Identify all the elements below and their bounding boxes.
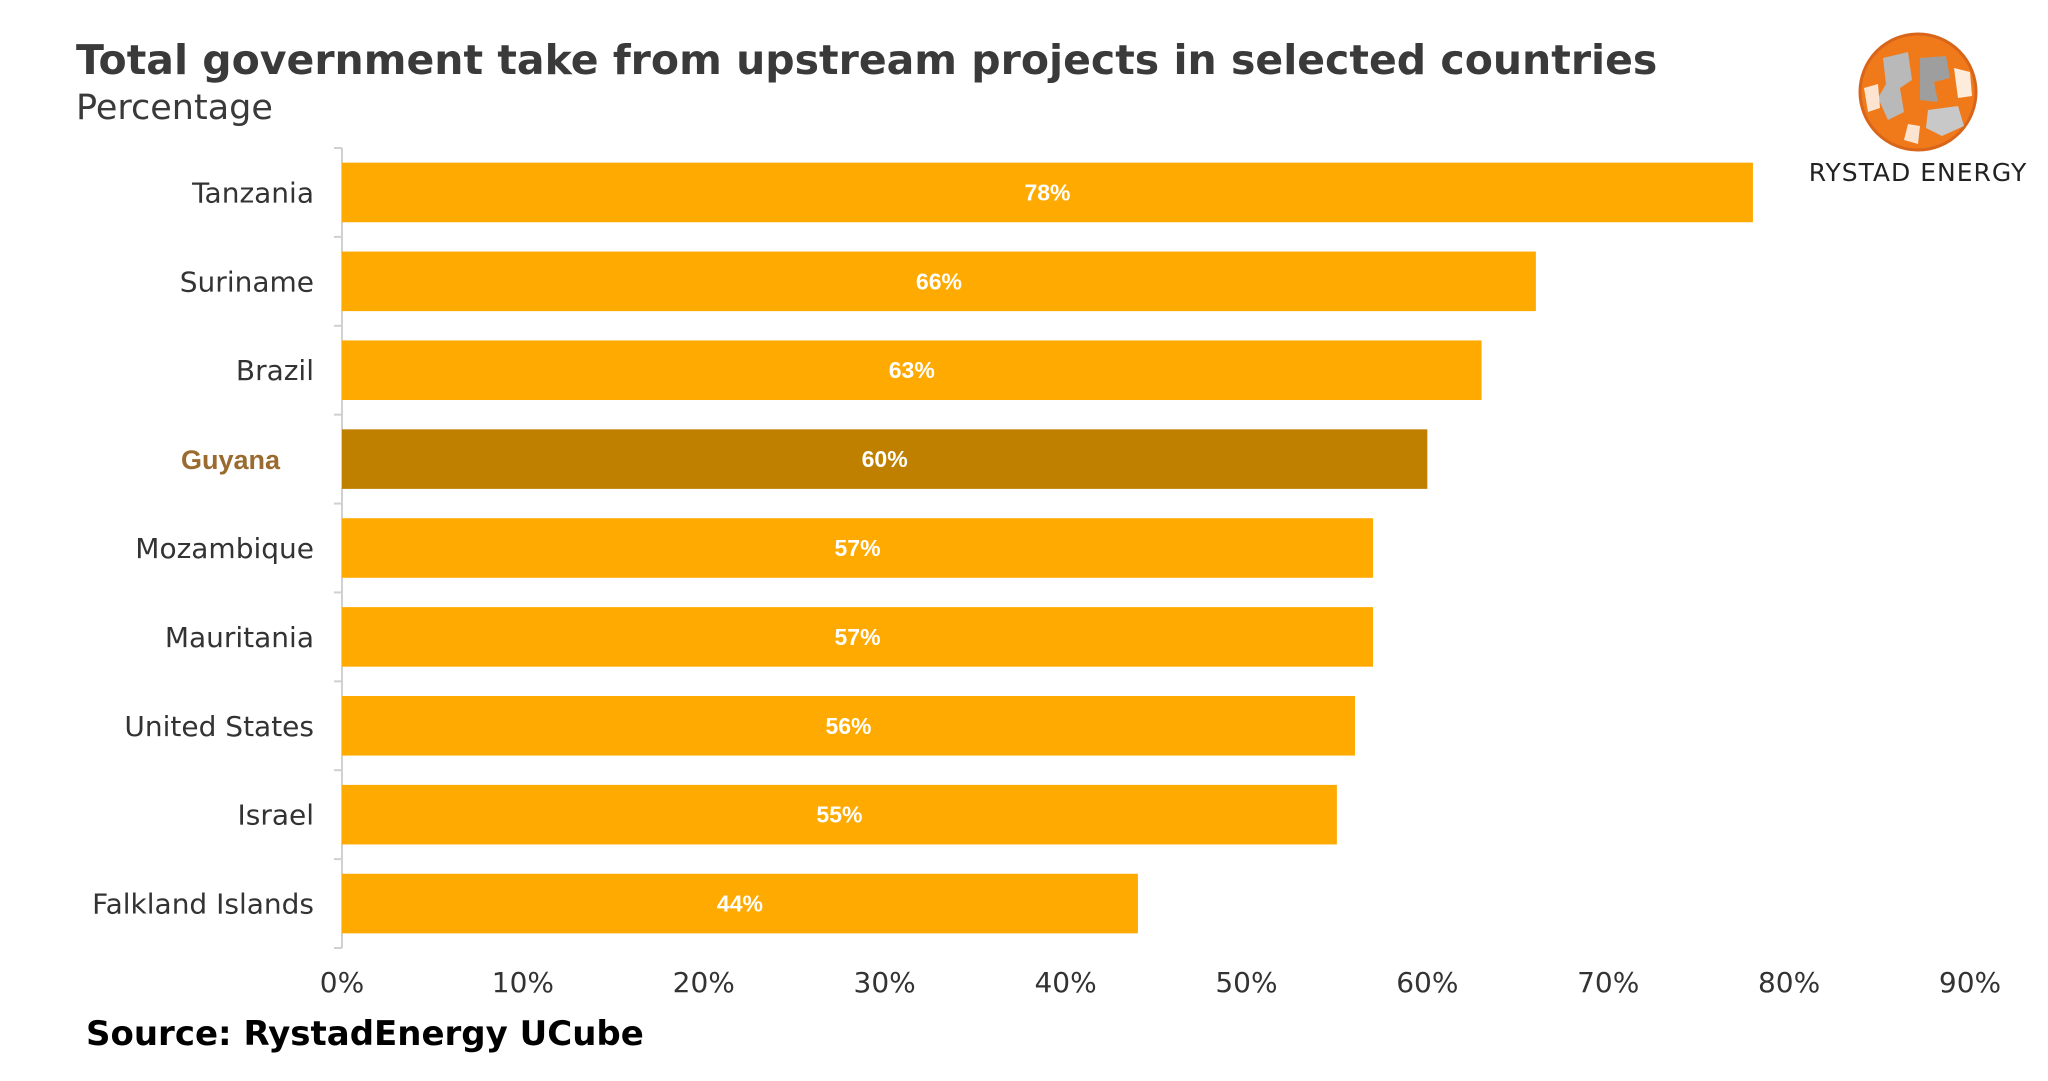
bar-tanzania: [342, 162, 1753, 223]
x-tick-label: 80%: [1758, 966, 1820, 999]
rystad-logo: RYSTAD ENERGY: [1808, 28, 2028, 198]
data-label: 63%: [889, 357, 935, 383]
bar-falkland-islands: [342, 873, 1138, 934]
category-label: Brazil: [236, 354, 314, 387]
category-label: Tanzania: [191, 176, 314, 209]
x-tick-label: 90%: [1939, 966, 2001, 999]
data-label: 57%: [835, 624, 881, 650]
x-tick-label: 0%: [320, 966, 364, 999]
data-label: 44%: [717, 891, 763, 917]
bar-brazil: [342, 340, 1482, 400]
chart-subtitle: Percentage: [76, 88, 273, 128]
x-tick-label: 50%: [1215, 966, 1277, 999]
category-label: Suriname: [180, 265, 314, 298]
data-label: 56%: [825, 713, 871, 739]
logo-text: RYSTAD ENERGY: [1808, 158, 2028, 187]
category-label: Mauritania: [165, 621, 314, 654]
bar-mozambique: [342, 518, 1374, 578]
globe-logo-icon: [1858, 32, 1978, 152]
data-label: 66%: [916, 268, 962, 294]
chart-title: Total government take from upstream proj…: [76, 36, 1658, 84]
category-label: Israel: [237, 799, 314, 832]
data-label: 78%: [1024, 179, 1070, 205]
bar-united-states: [342, 696, 1355, 756]
x-tick-label: 40%: [1034, 966, 1096, 999]
bar-suriname: [342, 251, 1536, 312]
bar-guyana: [342, 429, 1428, 489]
category-label: United States: [124, 710, 314, 743]
bar-mauritania: [342, 607, 1374, 667]
category-label: Mozambique: [135, 532, 314, 565]
data-label: 60%: [862, 446, 908, 472]
x-tick-label: 10%: [492, 966, 554, 999]
category-label: Falkland Islands: [92, 888, 314, 921]
x-tick-label: 60%: [1396, 966, 1458, 999]
x-tick-label: 30%: [854, 966, 916, 999]
x-tick-label: 70%: [1577, 966, 1639, 999]
bar-israel: [342, 784, 1337, 845]
data-label: 57%: [835, 535, 881, 561]
x-tick-label: 20%: [673, 966, 735, 999]
source-note: Source: RystadEnergy UCube: [86, 1014, 644, 1054]
data-label: 55%: [816, 802, 862, 828]
category-label: Guyana: [181, 445, 281, 475]
